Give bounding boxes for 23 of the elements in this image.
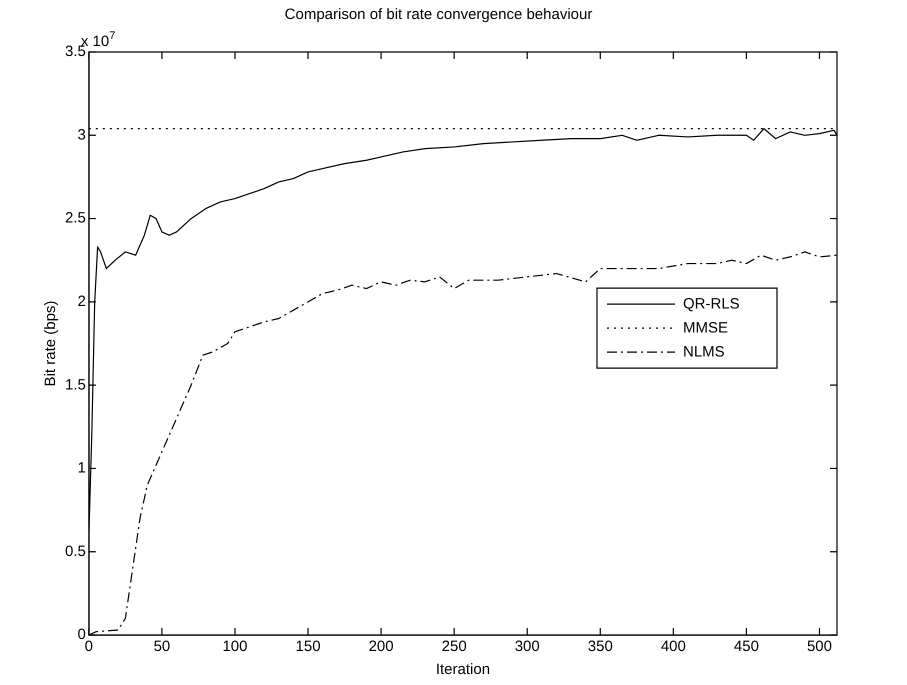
x-tick-label: 350 [588, 638, 613, 656]
x-tick-label: 200 [368, 638, 394, 656]
x-tick-label: 300 [514, 638, 540, 656]
legend-label: MMSE [683, 319, 728, 336]
legend-label: QR-RLS [683, 295, 740, 312]
y-axis-title: Bit rate (bps) [42, 300, 60, 386]
x-tick-label: 250 [442, 638, 467, 656]
y-tick-label: 2 [78, 293, 86, 310]
x-tick-label: 150 [296, 638, 321, 656]
y-tick-label: 1 [78, 460, 86, 477]
x-tick-label: 400 [660, 638, 686, 656]
y-tick-label: 0 [78, 626, 86, 644]
legend-label: NLMS [683, 343, 725, 360]
x-tick-label: 500 [806, 638, 832, 656]
y-tick-label: 1.5 [64, 376, 86, 394]
x-axis-title: Iteration [436, 661, 490, 678]
x-tick-label: 450 [734, 638, 759, 656]
y-tick-label: 2.5 [64, 210, 86, 227]
y-tick-label: 3 [78, 126, 86, 144]
x-tick-label: 100 [222, 638, 248, 656]
chart-title: Comparison of bit rate convergence behaviour [284, 6, 592, 24]
x-tick-label: 50 [154, 638, 170, 656]
y-tick-label: 0.5 [64, 542, 86, 560]
